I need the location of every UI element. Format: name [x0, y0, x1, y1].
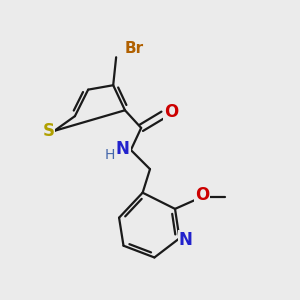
Text: O: O [164, 103, 178, 121]
Text: N: N [178, 231, 192, 249]
Text: H: H [104, 148, 115, 162]
Text: O: O [195, 186, 209, 204]
Text: S: S [42, 122, 54, 140]
Text: N: N [116, 140, 130, 158]
Text: Br: Br [124, 41, 143, 56]
